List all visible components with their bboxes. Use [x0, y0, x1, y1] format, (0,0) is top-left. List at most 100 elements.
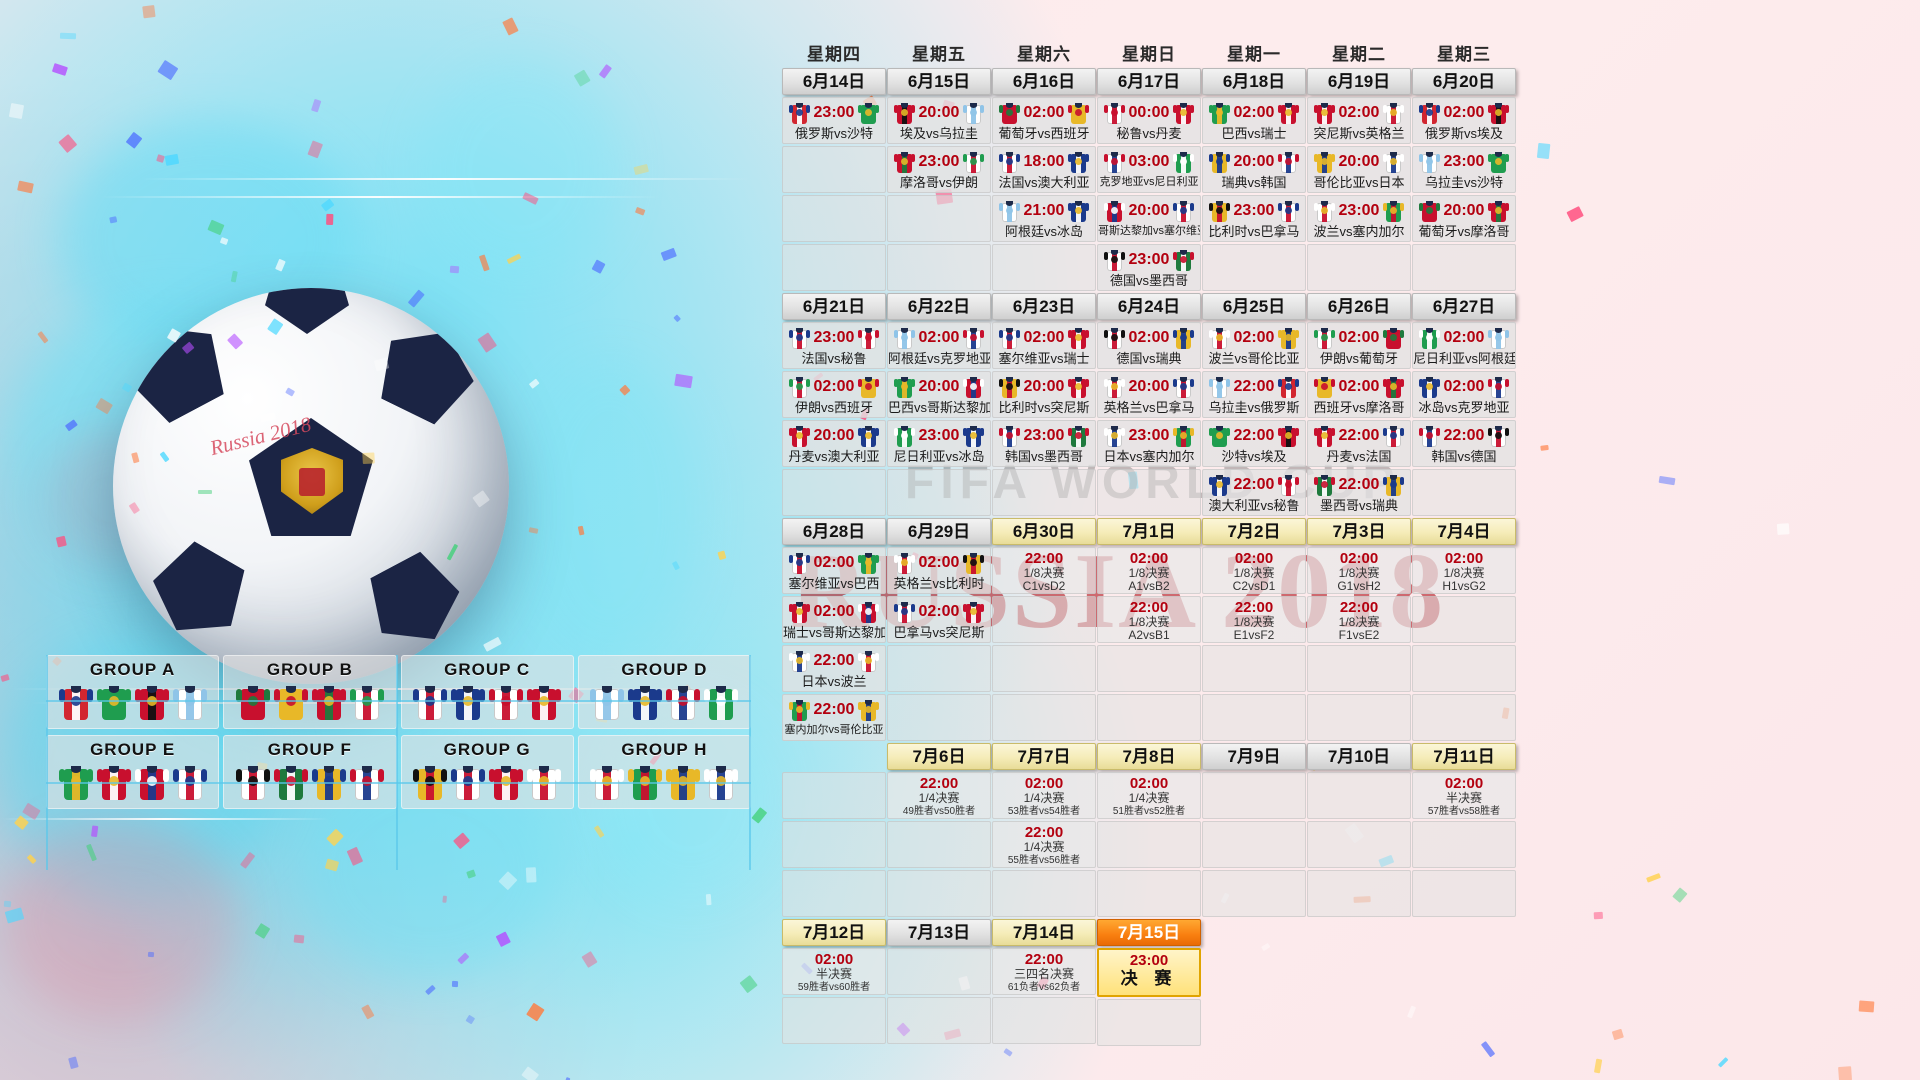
- group-match-cell[interactable]: 23:00 比利时vs巴拿马: [1202, 195, 1306, 242]
- date-header-cell[interactable]: 6月20日: [1412, 68, 1516, 95]
- date-header-cell[interactable]: 6月26日: [1307, 293, 1411, 320]
- group-match-cell[interactable]: 02:00 德国vs瑞典: [1097, 322, 1201, 369]
- group-match-cell[interactable]: 02:00 葡萄牙vs西班牙: [992, 97, 1096, 144]
- knockout-match-cell[interactable]: 02:00 1/8决赛 G1vsH2: [1307, 547, 1411, 594]
- group-match-cell[interactable]: 03:00 克罗地亚vs尼日利亚: [1097, 146, 1201, 193]
- group-match-cell[interactable]: 02:00 波兰vs哥伦比亚: [1202, 322, 1306, 369]
- final-match-cell[interactable]: 23:00 决 赛: [1097, 948, 1201, 997]
- group-panel-group-f[interactable]: GROUP F: [223, 735, 397, 809]
- date-header-cell[interactable]: 7月8日: [1097, 743, 1201, 770]
- group-match-cell[interactable]: 22:00 沙特vs埃及: [1202, 420, 1306, 467]
- group-match-cell[interactable]: 02:00 俄罗斯vs埃及: [1412, 97, 1516, 144]
- group-match-cell[interactable]: 22:00 丹麦vs法国: [1307, 420, 1411, 467]
- knockout-match-cell[interactable]: 22:00 三四名决赛 61负者vs62负者: [992, 948, 1096, 995]
- date-header-cell[interactable]: 7月6日: [887, 743, 991, 770]
- date-header-cell[interactable]: 6月25日: [1202, 293, 1306, 320]
- knockout-match-cell[interactable]: 22:00 1/8决赛 F1vsE2: [1307, 596, 1411, 643]
- group-match-cell[interactable]: 02:00 巴拿马vs突尼斯: [887, 596, 991, 643]
- group-match-cell[interactable]: 02:00 塞尔维亚vs瑞士: [992, 322, 1096, 369]
- group-match-cell[interactable]: 22:00 日本vs波兰: [782, 645, 886, 692]
- date-header-cell[interactable]: 7月13日: [887, 919, 991, 946]
- date-header-cell[interactable]: 7月7日: [992, 743, 1096, 770]
- group-match-cell[interactable]: 22:00 墨西哥vs瑞典: [1307, 469, 1411, 516]
- date-header-cell[interactable]: 7月2日: [1202, 518, 1306, 545]
- group-match-cell[interactable]: 23:00 德国vs墨西哥: [1097, 244, 1201, 291]
- date-header-cell[interactable]: 7月10日: [1307, 743, 1411, 770]
- group-match-cell[interactable]: 23:00 俄罗斯vs沙特: [782, 97, 886, 144]
- date-header-cell[interactable]: 6月15日: [887, 68, 991, 95]
- group-match-cell[interactable]: 22:00 乌拉圭vs俄罗斯: [1202, 371, 1306, 418]
- knockout-match-cell[interactable]: 22:00 1/4决赛 49胜者vs50胜者: [887, 772, 991, 819]
- knockout-match-cell[interactable]: 02:00 1/8决赛 H1vsG2: [1412, 547, 1516, 594]
- date-header-cell[interactable]: 7月11日: [1412, 743, 1516, 770]
- group-match-cell[interactable]: 23:00 摩洛哥vs伊朗: [887, 146, 991, 193]
- group-match-cell[interactable]: 02:00 塞尔维亚vs巴西: [782, 547, 886, 594]
- group-match-cell[interactable]: 20:00 丹麦vs澳大利亚: [782, 420, 886, 467]
- group-panel-group-a[interactable]: GROUP A: [46, 655, 220, 729]
- group-match-cell[interactable]: 23:00 尼日利亚vs冰岛: [887, 420, 991, 467]
- group-match-cell[interactable]: 02:00 伊朗vs西班牙: [782, 371, 886, 418]
- group-match-cell[interactable]: 21:00 阿根廷vs冰岛: [992, 195, 1096, 242]
- group-match-cell[interactable]: 22:00 澳大利亚vs秘鲁: [1202, 469, 1306, 516]
- knockout-match-cell[interactable]: 02:00 1/4决赛 53胜者vs54胜者: [992, 772, 1096, 819]
- date-header-cell[interactable]: 6月14日: [782, 68, 886, 95]
- knockout-match-cell[interactable]: 22:00 1/4决赛 55胜者vs56胜者: [992, 821, 1096, 868]
- knockout-match-cell[interactable]: 22:00 1/8决赛 A2vsB1: [1097, 596, 1201, 643]
- date-header-cell[interactable]: 6月22日: [887, 293, 991, 320]
- group-match-cell[interactable]: 20:00 葡萄牙vs摩洛哥: [1412, 195, 1516, 242]
- date-header-cell[interactable]: 6月24日: [1097, 293, 1201, 320]
- date-header-cell[interactable]: 6月21日: [782, 293, 886, 320]
- date-header-cell[interactable]: 7月3日: [1307, 518, 1411, 545]
- group-match-cell[interactable]: 22:00 塞内加尔vs哥伦比亚: [782, 694, 886, 741]
- date-header-cell[interactable]: 6月23日: [992, 293, 1096, 320]
- date-header-cell[interactable]: 7月9日: [1202, 743, 1306, 770]
- group-match-cell[interactable]: 02:00 瑞士vs哥斯达黎加: [782, 596, 886, 643]
- group-match-cell[interactable]: 02:00 伊朗vs葡萄牙: [1307, 322, 1411, 369]
- group-match-cell[interactable]: 02:00 尼日利亚vs阿根廷: [1412, 322, 1516, 369]
- group-match-cell[interactable]: 23:00 法国vs秘鲁: [782, 322, 886, 369]
- group-match-cell[interactable]: 02:00 阿根廷vs克罗地亚: [887, 322, 991, 369]
- group-panel-group-e[interactable]: GROUP E: [46, 735, 220, 809]
- knockout-match-cell[interactable]: 22:00 1/8决赛 E1vsF2: [1202, 596, 1306, 643]
- group-match-cell[interactable]: 20:00 比利时vs突尼斯: [992, 371, 1096, 418]
- date-header-cell[interactable]: 6月29日: [887, 518, 991, 545]
- knockout-match-cell[interactable]: 02:00 半决赛 57胜者vs58胜者: [1412, 772, 1516, 819]
- date-header-cell[interactable]: 6月28日: [782, 518, 886, 545]
- group-match-cell[interactable]: 02:00 英格兰vs比利时: [887, 547, 991, 594]
- group-match-cell[interactable]: 22:00 韩国vs德国: [1412, 420, 1516, 467]
- date-header-cell[interactable]: 7月15日: [1097, 919, 1201, 946]
- group-match-cell[interactable]: 20:00 哥伦比亚vs日本: [1307, 146, 1411, 193]
- group-match-cell[interactable]: 02:00 冰岛vs克罗地亚: [1412, 371, 1516, 418]
- date-header-cell[interactable]: 6月17日: [1097, 68, 1201, 95]
- group-match-cell[interactable]: 20:00 英格兰vs巴拿马: [1097, 371, 1201, 418]
- knockout-match-cell[interactable]: 02:00 半决赛 59胜者vs60胜者: [782, 948, 886, 995]
- group-match-cell[interactable]: 23:00 波兰vs塞内加尔: [1307, 195, 1411, 242]
- date-header-cell[interactable]: 7月1日: [1097, 518, 1201, 545]
- knockout-match-cell[interactable]: 02:00 1/8决赛 C2vsD1: [1202, 547, 1306, 594]
- date-header-cell[interactable]: 6月16日: [992, 68, 1096, 95]
- date-header-cell[interactable]: 7月14日: [992, 919, 1096, 946]
- group-panel-group-h[interactable]: GROUP H: [577, 735, 751, 809]
- group-panel-group-b[interactable]: GROUP B: [223, 655, 397, 729]
- group-match-cell[interactable]: 02:00 巴西vs瑞士: [1202, 97, 1306, 144]
- group-panel-group-d[interactable]: GROUP D: [577, 655, 751, 729]
- date-header-cell[interactable]: 7月4日: [1412, 518, 1516, 545]
- group-match-cell[interactable]: 23:00 日本vs塞内加尔: [1097, 420, 1201, 467]
- knockout-match-cell[interactable]: 22:00 1/8决赛 C1vsD2: [992, 547, 1096, 594]
- group-match-cell[interactable]: 02:00 西班牙vs摩洛哥: [1307, 371, 1411, 418]
- date-header-cell[interactable]: 6月30日: [992, 518, 1096, 545]
- knockout-match-cell[interactable]: 02:00 1/4决赛 51胜者vs52胜者: [1097, 772, 1201, 819]
- group-panel-group-g[interactable]: GROUP G: [400, 735, 574, 809]
- date-header-cell[interactable]: 6月18日: [1202, 68, 1306, 95]
- group-match-cell[interactable]: 20:00 埃及vs乌拉圭: [887, 97, 991, 144]
- group-match-cell[interactable]: 20:00 哥斯达黎加vs塞尔维亚: [1097, 195, 1201, 242]
- group-match-cell[interactable]: 02:00 突尼斯vs英格兰: [1307, 97, 1411, 144]
- group-match-cell[interactable]: 20:00 瑞典vs韩国: [1202, 146, 1306, 193]
- group-match-cell[interactable]: 00:00 秘鲁vs丹麦: [1097, 97, 1201, 144]
- group-match-cell[interactable]: 23:00 韩国vs墨西哥: [992, 420, 1096, 467]
- group-match-cell[interactable]: 23:00 乌拉圭vs沙特: [1412, 146, 1516, 193]
- group-panel-group-c[interactable]: GROUP C: [400, 655, 574, 729]
- group-match-cell[interactable]: 18:00 法国vs澳大利亚: [992, 146, 1096, 193]
- date-header-cell[interactable]: 6月27日: [1412, 293, 1516, 320]
- date-header-cell[interactable]: 7月12日: [782, 919, 886, 946]
